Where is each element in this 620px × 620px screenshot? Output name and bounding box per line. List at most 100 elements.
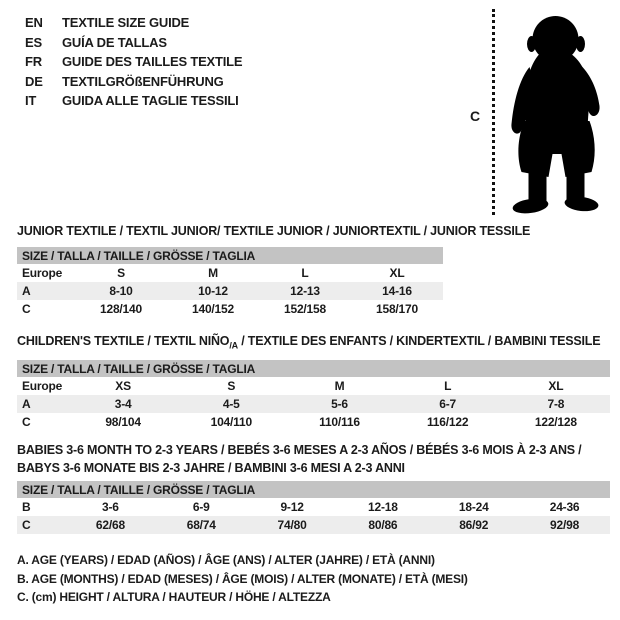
table-cell: 14-16 (351, 282, 443, 300)
table-cell: 24-36 (549, 500, 580, 514)
table-row: B 3-6 6-9 9-12 12-18 18-24 24-36 (17, 498, 610, 516)
footnote-b: B. AGE (MONTHS) / EDAD (MESES) / ÂGE (MO… (17, 571, 468, 586)
children-section-title: CHILDREN'S TEXTILE / TEXTIL NIÑO/A / TEX… (17, 332, 601, 355)
children-section: CHILDREN'S TEXTILE / TEXTIL NIÑO/A / TEX… (17, 332, 601, 355)
table-cell: 6-7 (393, 395, 502, 413)
guide-title: GUIDA ALLE TAGLIE TESSILI (62, 93, 239, 109)
table-cell: 18-24 (458, 500, 489, 514)
babies-section: BABIES 3-6 MONTH TO 2-3 YEARS / BEBÉS 3-… (17, 441, 582, 477)
table-cell: L (301, 266, 309, 280)
row-label: Europe (22, 379, 63, 393)
table-row: Europe S M L XL (17, 264, 443, 282)
table-cell: XL (548, 379, 564, 393)
footnote-a: A. AGE (YEARS) / EDAD (AÑOS) / ÂGE (ANS)… (17, 553, 435, 567)
guide-title: TEXTILE SIZE GUIDE (62, 15, 190, 31)
footnote-c: C. (cm) HEIGHT / ALTURA / HAUTEUR / HÖHE… (17, 590, 331, 604)
junior-table-wrap: SIZE / TALLA / TAILLE / GRÖSSE / TAGLIA … (17, 247, 443, 318)
junior-section: JUNIOR TEXTILE / TEXTIL JUNIOR/ TEXTILE … (17, 222, 530, 240)
row-label: B (22, 500, 31, 514)
table-cell: 3-6 (102, 500, 119, 514)
babies-size-table: SIZE / TALLA / TAILLE / GRÖSSE / TAGLIA … (17, 481, 610, 534)
children-size-table: SIZE / TALLA / TAILLE / GRÖSSE / TAGLIA … (17, 360, 610, 431)
babies-section-title-line1: BABIES 3-6 MONTH TO 2-3 YEARS / BEBÉS 3-… (17, 443, 582, 457)
table-cell: 92/98 (519, 516, 610, 534)
table-cell: 4-5 (177, 395, 286, 413)
guide-title: TEXTILGRÖßENFÜHRUNG (62, 73, 224, 89)
row-label: C (22, 302, 31, 316)
row-label: A (17, 282, 75, 300)
table-row: C 128/140 140/152 152/158 158/170 (17, 300, 443, 318)
toddler-silhouette-icon (511, 16, 600, 214)
footnotes: A. AGE (YEARS) / EDAD (AÑOS) / ÂGE (ANS)… (17, 551, 468, 607)
table-cell: 122/128 (534, 415, 577, 429)
language-row-de: DE TEXTILGRÖßENFÜHRUNG (25, 72, 242, 92)
language-code: EN (25, 15, 43, 31)
language-code: IT (25, 93, 37, 109)
table-row: C 98/104 104/110 110/116 116/122 122/128 (17, 413, 610, 431)
table-cell: 10-12 (167, 282, 259, 300)
table-cell: 6-9 (192, 500, 210, 514)
row-label: C (22, 415, 31, 429)
table-cell: S (117, 266, 125, 280)
language-row-fr: FR GUIDE DES TAILLES TEXTILE (25, 52, 243, 72)
height-measure-figure: C (460, 0, 620, 230)
table-cell: 74/80 (246, 516, 338, 534)
title-text: / TEXTILE DES ENFANTS / KINDERTEXTIL / B… (237, 334, 601, 348)
language-code: FR (25, 54, 42, 70)
babies-section-title-line2: BABYS 3-6 MONATE BIS 2-3 JAHRE / BAMBINI… (17, 461, 405, 475)
language-row-es: ES GUÍA DE TALLAS (25, 33, 242, 53)
size-header-row: SIZE / TALLA / TAILLE / GRÖSSE / TAGLIA (17, 360, 610, 377)
junior-size-table: SIZE / TALLA / TAILLE / GRÖSSE / TAGLIA … (17, 247, 443, 318)
size-header-row: SIZE / TALLA / TAILLE / GRÖSSE / TAGLIA (17, 247, 443, 264)
junior-section-title: JUNIOR TEXTILE / TEXTIL JUNIOR/ TEXTILE … (17, 224, 531, 238)
title-subscript: /A (229, 340, 238, 351)
size-header-label: SIZE / TALLA / TAILLE / GRÖSSE / TAGLIA (17, 247, 443, 264)
language-row-it: IT GUIDA ALLE TAGLIE TESSILI (25, 91, 242, 111)
row-label: A (17, 395, 69, 413)
table-row: C 62/68 68/74 74/80 80/86 86/92 92/98 (17, 516, 610, 534)
table-cell: 12-13 (259, 282, 351, 300)
table-cell: XS (115, 379, 131, 393)
table-cell: 80/86 (337, 516, 429, 534)
table-cell: XL (389, 266, 405, 280)
guide-title: GUIDE DES TAILLES TEXTILE (62, 54, 243, 70)
table-cell: 116/122 (426, 415, 469, 429)
table-cell: 62/68 (65, 516, 156, 534)
table-cell: 7-8 (501, 395, 610, 413)
table-row: A 3-4 4-5 5-6 6-7 7-8 (17, 395, 610, 413)
table-cell: 152/158 (284, 302, 326, 316)
height-marker-label: C (470, 108, 480, 124)
table-cell: 140/152 (192, 302, 234, 316)
language-code: ES (25, 34, 42, 50)
size-header-label: SIZE / TALLA / TAILLE / GRÖSSE / TAGLIA (17, 481, 610, 498)
row-label: Europe (22, 266, 63, 280)
size-header-label: SIZE / TALLA / TAILLE / GRÖSSE / TAGLIA (17, 360, 610, 377)
table-row: A 8-10 10-12 12-13 14-16 (17, 282, 443, 300)
table-cell: 3-4 (69, 395, 178, 413)
title-text: CHILDREN'S TEXTILE / TEXTIL NIÑO (17, 334, 230, 348)
table-cell: 8-10 (75, 282, 167, 300)
size-header-row: SIZE / TALLA / TAILLE / GRÖSSE / TAGLIA (17, 481, 610, 498)
table-cell: M (208, 266, 218, 280)
babies-table-wrap: SIZE / TALLA / TAILLE / GRÖSSE / TAGLIA … (17, 481, 610, 534)
table-cell: 128/140 (100, 302, 142, 316)
guide-title: GUÍA DE TALLAS (62, 34, 167, 50)
table-cell: 158/170 (376, 302, 418, 316)
table-row: Europe XS S M L XL (17, 377, 610, 395)
language-code: DE (25, 73, 43, 89)
table-cell: 5-6 (285, 395, 394, 413)
table-cell: 104/110 (210, 415, 253, 429)
table-cell: S (227, 379, 236, 393)
table-cell: 68/74 (155, 516, 247, 534)
children-table-wrap: SIZE / TALLA / TAILLE / GRÖSSE / TAGLIA … (17, 360, 610, 431)
table-cell: 9-12 (280, 500, 304, 514)
row-label: C (17, 516, 65, 534)
table-cell: 98/104 (105, 415, 141, 429)
table-cell: L (444, 379, 452, 393)
table-cell: 12-18 (368, 500, 398, 514)
language-row-en: EN TEXTILE SIZE GUIDE (25, 13, 242, 33)
dotted-height-line (492, 9, 495, 215)
language-title-list: EN TEXTILE SIZE GUIDE ES GUÍA DE TALLAS … (25, 13, 243, 111)
table-cell: 110/116 (319, 415, 360, 429)
table-cell: 86/92 (428, 516, 520, 534)
